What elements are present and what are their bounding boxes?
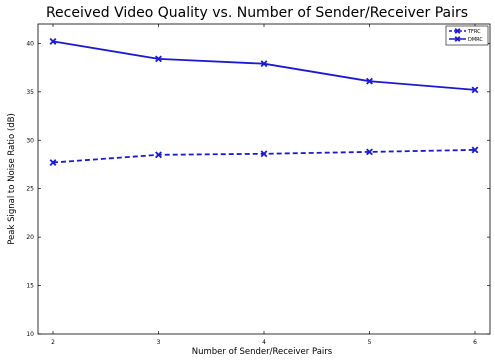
data-point-tfrc [366, 148, 373, 156]
x-tick-label: 5 [368, 339, 372, 346]
x-tick-label: 6 [473, 339, 477, 346]
y-tick-label: 40 [26, 40, 34, 47]
legend: TFRC DMRC [445, 25, 489, 46]
chart-title: Received Video Quality vs. Number of Sen… [46, 5, 468, 21]
data-point-dmrc [471, 86, 479, 94]
y-tick-label: 15 [26, 283, 34, 290]
legend-marker-dmrc [454, 36, 461, 42]
legend-label-tfrc: TFRC [467, 29, 481, 35]
x-tick-label: 3 [157, 339, 161, 346]
legend-label-dmrc: DMRC [468, 37, 483, 43]
series-layer [49, 38, 479, 166]
legend-marker-tfrc [454, 28, 461, 34]
y-tick-label: 35 [26, 89, 34, 96]
data-point-dmrc [366, 77, 373, 85]
data-point-dmrc [49, 38, 57, 45]
y-axis: 10 15 20 25 30 35 40 [26, 40, 490, 338]
data-point-dmrc [155, 55, 162, 63]
x-axis: 2 3 4 5 6 [51, 24, 477, 346]
data-point-tfrc [155, 151, 162, 159]
data-point-tfrc [260, 150, 268, 158]
data-point-dmrc [260, 60, 268, 68]
y-tick-label: 20 [26, 234, 34, 241]
y-tick-label: 10 [26, 331, 34, 338]
x-axis-label: Number of Sender/Receiver Pairs [192, 347, 333, 357]
y-tick-label: 30 [26, 137, 34, 144]
plot-area [37, 23, 491, 335]
data-point-tfrc [49, 159, 57, 166]
x-tick-label: 4 [262, 339, 266, 346]
y-axis-label: Peak Signal to Noise Ratio (dB) [7, 113, 17, 245]
y-tick-label: 25 [26, 186, 34, 193]
data-point-tfrc [471, 146, 479, 154]
x-tick-label: 2 [51, 339, 55, 346]
